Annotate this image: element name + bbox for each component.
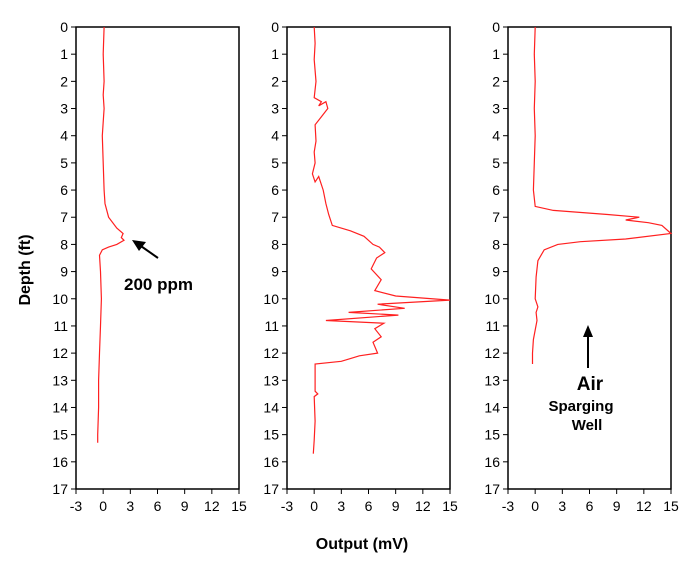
y-tick-label: 15 bbox=[263, 427, 279, 443]
y-tick-label: 6 bbox=[60, 182, 68, 198]
y-tick-label: 8 bbox=[271, 236, 279, 252]
x-tick-label: 6 bbox=[586, 498, 594, 514]
x-tick-label: 6 bbox=[154, 498, 162, 514]
x-tick-label: 9 bbox=[181, 498, 189, 514]
annotation-well-line-2: Sparging bbox=[548, 398, 613, 415]
x-tick-label: -3 bbox=[70, 498, 83, 514]
y-tick-label: 13 bbox=[52, 372, 68, 388]
panel-2-trace bbox=[311, 26, 451, 454]
y-tick-label: 17 bbox=[484, 481, 500, 497]
x-tick-label: 15 bbox=[231, 498, 247, 514]
y-tick-label: 9 bbox=[60, 264, 68, 280]
y-tick-label: 2 bbox=[271, 73, 279, 89]
x-tick-label: 0 bbox=[310, 498, 318, 514]
y-tick-label: 9 bbox=[271, 264, 279, 280]
x-tick-label: 6 bbox=[365, 498, 373, 514]
annotation-200ppm: 200 ppm bbox=[124, 240, 193, 294]
y-tick-label: 0 bbox=[271, 19, 279, 35]
x-tick-label: 0 bbox=[99, 498, 107, 514]
y-axis-title: Depth (ft) bbox=[17, 234, 34, 305]
y-tick-label: 4 bbox=[271, 128, 279, 144]
y-tick-label: 9 bbox=[492, 264, 500, 280]
x-tick-label: -3 bbox=[281, 498, 294, 514]
x-tick-label: 15 bbox=[442, 498, 458, 514]
y-tick-label: 8 bbox=[492, 236, 500, 252]
panel-1-trace bbox=[97, 26, 125, 443]
y-tick-label: 13 bbox=[263, 372, 279, 388]
y-tick-label: 14 bbox=[263, 399, 279, 415]
annotation-well-line-1: Air bbox=[577, 374, 604, 395]
y-tick-label: 6 bbox=[271, 182, 279, 198]
y-tick-label: 7 bbox=[60, 209, 68, 225]
y-tick-label: 16 bbox=[263, 454, 279, 470]
y-tick-label: 8 bbox=[60, 236, 68, 252]
y-tick-label: 1 bbox=[492, 46, 500, 62]
x-tick-label: 3 bbox=[558, 498, 566, 514]
annotation-200ppm-label: 200 ppm bbox=[124, 275, 193, 294]
y-tick-label: 4 bbox=[492, 128, 500, 144]
y-tick-label: 11 bbox=[53, 318, 68, 334]
y-tick-label: 10 bbox=[263, 291, 279, 307]
y-tick-label: 0 bbox=[492, 19, 500, 35]
y-tick-label: 16 bbox=[484, 454, 500, 470]
y-tick-label: 13 bbox=[484, 372, 500, 388]
y-tick-label: 2 bbox=[492, 73, 500, 89]
y-tick-label: 14 bbox=[52, 399, 68, 415]
y-tick-label: 3 bbox=[60, 101, 68, 117]
y-tick-label: 12 bbox=[263, 345, 279, 361]
y-tick-label: 11 bbox=[485, 318, 500, 334]
y-tick-label: 7 bbox=[492, 209, 500, 225]
y-tick-label: 2 bbox=[60, 73, 68, 89]
annotation-well-line-3: Well bbox=[572, 417, 603, 434]
y-tick-label: 3 bbox=[492, 101, 500, 117]
y-tick-label: 7 bbox=[271, 209, 279, 225]
x-tick-label: 9 bbox=[392, 498, 400, 514]
x-tick-label: 12 bbox=[415, 498, 431, 514]
x-tick-label: 3 bbox=[337, 498, 345, 514]
y-tick-label: 10 bbox=[52, 291, 68, 307]
annotation-well-arrow-head bbox=[583, 325, 593, 337]
panel-2-frame bbox=[286, 26, 451, 490]
y-tick-label: 15 bbox=[52, 427, 68, 443]
y-tick-label: 12 bbox=[52, 345, 68, 361]
y-tick-label: 10 bbox=[484, 291, 500, 307]
x-tick-label: 12 bbox=[204, 498, 220, 514]
y-tick-label: 1 bbox=[271, 46, 279, 62]
y-tick-label: 16 bbox=[52, 454, 68, 470]
x-tick-label: 0 bbox=[531, 498, 539, 514]
y-tick-label: 14 bbox=[484, 399, 500, 415]
y-tick-label: 17 bbox=[52, 481, 68, 497]
panel-3-trace bbox=[531, 26, 673, 364]
y-tick-label: 5 bbox=[60, 155, 68, 171]
x-axis-title: Output (mV) bbox=[316, 536, 408, 553]
y-tick-label: 0 bbox=[60, 19, 68, 35]
x-tick-label: -3 bbox=[502, 498, 515, 514]
y-tick-label: 11 bbox=[264, 318, 279, 334]
x-tick-label: 12 bbox=[636, 498, 652, 514]
y-tick-label: 15 bbox=[484, 427, 500, 443]
x-tick-label: 9 bbox=[613, 498, 621, 514]
x-tick-label: 15 bbox=[663, 498, 679, 514]
x-tick-label: 3 bbox=[126, 498, 134, 514]
y-tick-label: 5 bbox=[271, 155, 279, 171]
y-tick-label: 6 bbox=[492, 182, 500, 198]
annotation-200ppm-arrow-head bbox=[132, 240, 146, 251]
y-tick-label: 4 bbox=[60, 128, 68, 144]
y-tick-label: 17 bbox=[263, 481, 279, 497]
y-tick-label: 3 bbox=[271, 101, 279, 117]
y-tick-label: 1 bbox=[60, 46, 68, 62]
annotation-air-sparging-well: Air Sparging Well bbox=[548, 325, 614, 434]
y-tick-label: 5 bbox=[492, 155, 500, 171]
y-tick-label: 12 bbox=[484, 345, 500, 361]
